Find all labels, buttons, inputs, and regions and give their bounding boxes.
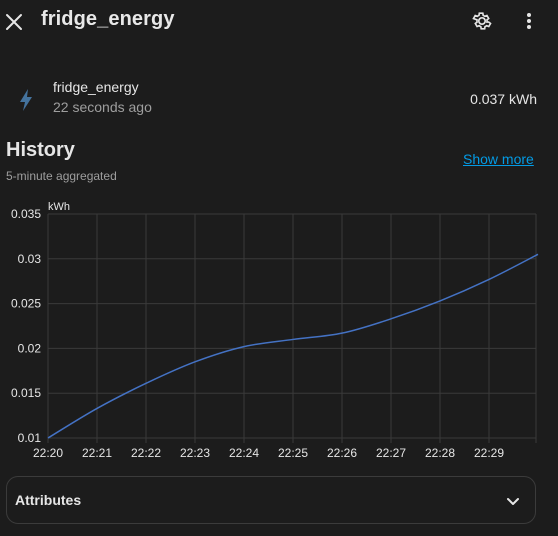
- close-icon: [6, 14, 22, 30]
- entity-state: 0.037 kWh: [470, 91, 537, 107]
- entity-row: fridge_energy 22 seconds ago 0.037 kWh: [0, 70, 558, 126]
- dots-vertical-icon: [527, 13, 531, 29]
- y-tick-label: 0.035: [11, 207, 41, 221]
- x-tick-label: 22:27: [376, 446, 406, 460]
- history-chart: 0.035 0.03 0.025 0.02 0.015 0.01 22:20 22:21 22…: [11, 201, 539, 460]
- y-tick-label: 0.025: [11, 297, 41, 311]
- attributes-label: Attributes: [15, 492, 82, 508]
- entity-name: fridge_energy: [53, 79, 139, 95]
- settings-button[interactable]: [468, 7, 496, 35]
- chevron-down-icon: [507, 498, 519, 505]
- history-heading: History: [6, 139, 75, 161]
- dialog-header: fridge_energy: [0, 0, 558, 44]
- entity-last-changed: 22 seconds ago: [53, 99, 152, 115]
- chart-unit-label: kWh: [48, 201, 70, 213]
- history-subtitle: 5-minute aggregated: [6, 169, 117, 183]
- x-tick-label: 22:26: [327, 446, 357, 460]
- series-line: [47, 253, 539, 439]
- y-tick-label: 0.03: [18, 252, 42, 266]
- lightning-bolt-icon: [20, 89, 32, 111]
- more-options-button[interactable]: [517, 7, 541, 35]
- gear-icon: [472, 12, 492, 30]
- attributes-expander[interactable]: Attributes: [6, 476, 536, 524]
- y-tick-label: 0.02: [18, 341, 42, 355]
- x-tick-label: 22:21: [82, 446, 112, 460]
- show-more-link[interactable]: Show more: [463, 151, 534, 167]
- y-tick-label: 0.01: [18, 431, 42, 445]
- x-tick-label: 22:24: [229, 446, 259, 460]
- y-tick-label: 0.015: [11, 386, 41, 400]
- x-tick-label: 22:20: [33, 446, 63, 460]
- x-tick-label: 22:28: [425, 446, 455, 460]
- x-tick-label: 22:22: [131, 446, 161, 460]
- close-button[interactable]: [2, 6, 26, 38]
- x-tick-label: 22:25: [278, 446, 308, 460]
- x-tick-label: 22:23: [180, 446, 210, 460]
- x-tick-label: 22:29: [474, 446, 504, 460]
- dialog-title: fridge_energy: [41, 8, 175, 30]
